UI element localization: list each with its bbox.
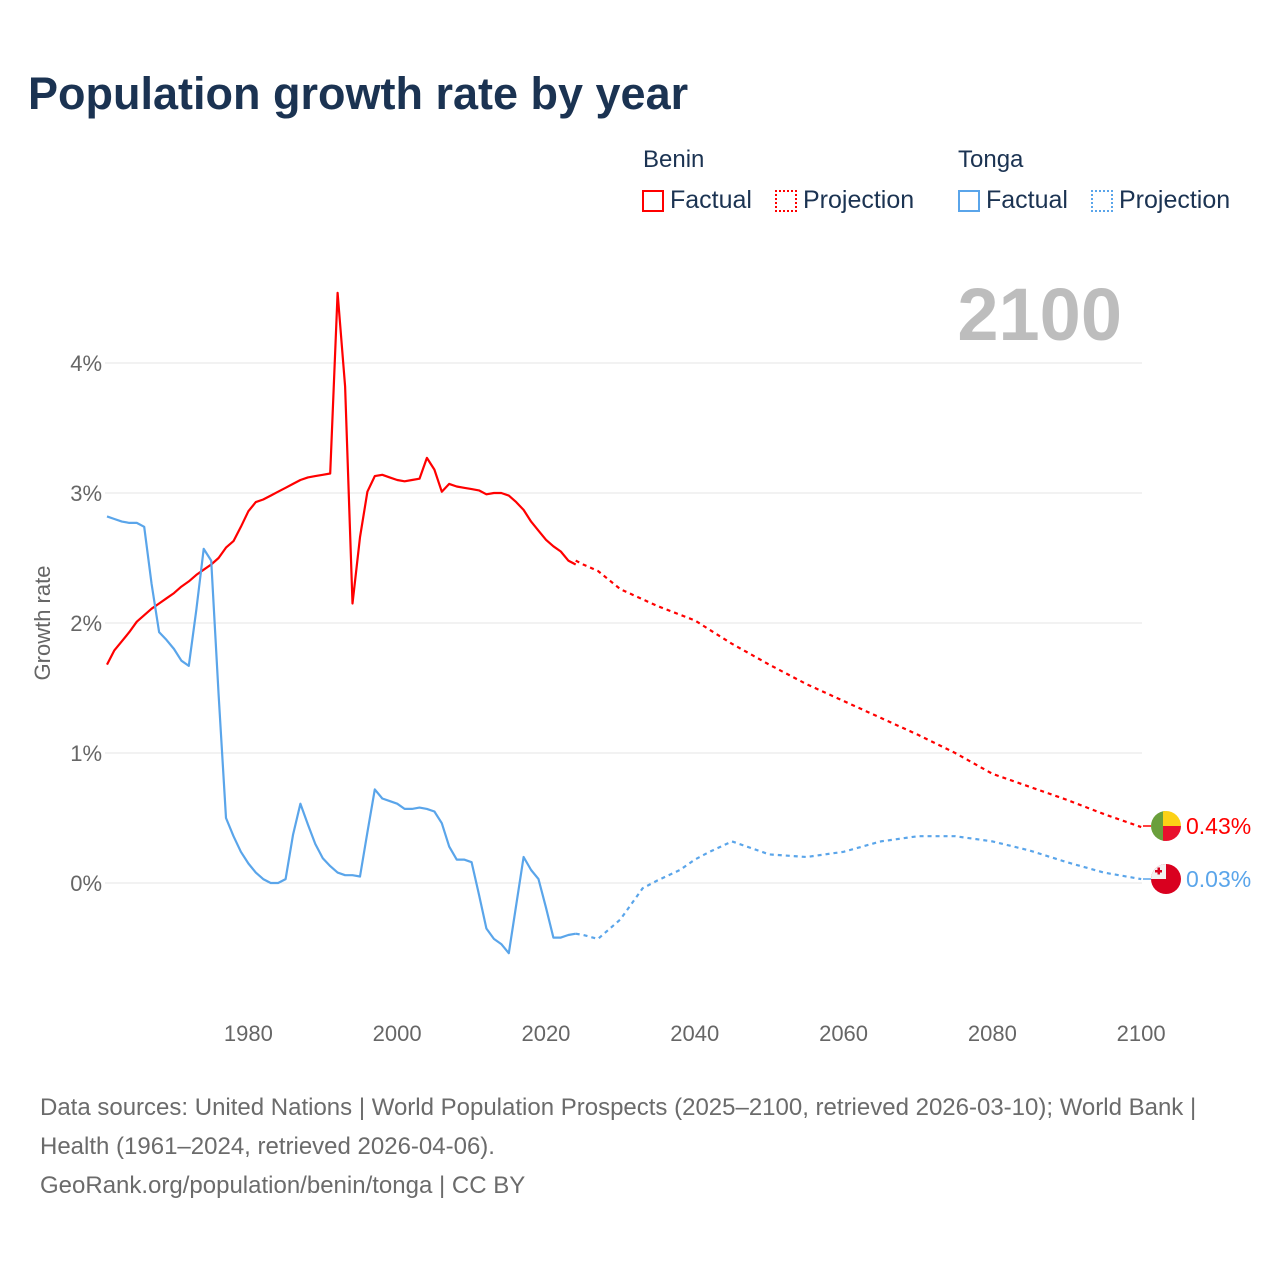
legend-swatch-dotted [1091, 189, 1113, 212]
legend-swatch-solid [958, 189, 980, 212]
x-tick-label: 2020 [521, 1021, 570, 1046]
legend-label: Factual [670, 186, 752, 214]
benin-factual-line [106, 291, 577, 666]
footer: Data sources: United Nations | World Pop… [40, 1088, 1240, 1205]
legend-benin-heading: Benin [643, 146, 705, 173]
end-value-label: 0.03% [1186, 866, 1251, 892]
legend-tonga-heading: Tonga [958, 146, 1024, 173]
tonga-projection-line [575, 835, 1142, 940]
y-tick-label: 0% [70, 871, 102, 896]
y-tick-label: 4% [70, 351, 102, 376]
tonga-factual-line [106, 515, 576, 955]
y-tick-label: 3% [70, 481, 102, 506]
y-axis-label: Growth rate [30, 566, 55, 681]
legend-label: Projection [1119, 186, 1231, 214]
chart-title: Population growth rate by year [28, 68, 689, 119]
legend-swatch-solid [642, 189, 664, 212]
x-tick-label: 2100 [1117, 1021, 1166, 1046]
y-tick-label: 1% [70, 741, 102, 766]
legend-swatch-dotted [775, 189, 797, 212]
legend-tonga-projection[interactable]: Projection [1091, 186, 1230, 215]
legend-tonga-factual[interactable]: Factual [958, 186, 1068, 215]
x-tick-label: 1980 [224, 1021, 273, 1046]
benin-projection-line [575, 559, 1142, 829]
legend-label: Factual [986, 186, 1068, 214]
end-value-label: 0.43% [1186, 813, 1251, 839]
tonga-flag-icon [1151, 864, 1181, 894]
attribution-link[interactable]: GeoRank.org/population/benin/tonga | CC … [40, 1172, 526, 1199]
legend-label: Projection [803, 186, 915, 214]
x-tick-label: 2080 [968, 1021, 1017, 1046]
legend-benin-factual[interactable]: Factual [642, 186, 752, 215]
data-sources: Data sources: United Nations | World Pop… [40, 1094, 1197, 1160]
current-year-watermark: 2100 [957, 273, 1122, 356]
x-tick-label: 2040 [670, 1021, 719, 1046]
x-tick-label: 2060 [819, 1021, 868, 1046]
y-tick-label: 2% [70, 611, 102, 636]
legend-benin-projection[interactable]: Projection [775, 186, 914, 215]
x-tick-label: 2000 [373, 1021, 422, 1046]
